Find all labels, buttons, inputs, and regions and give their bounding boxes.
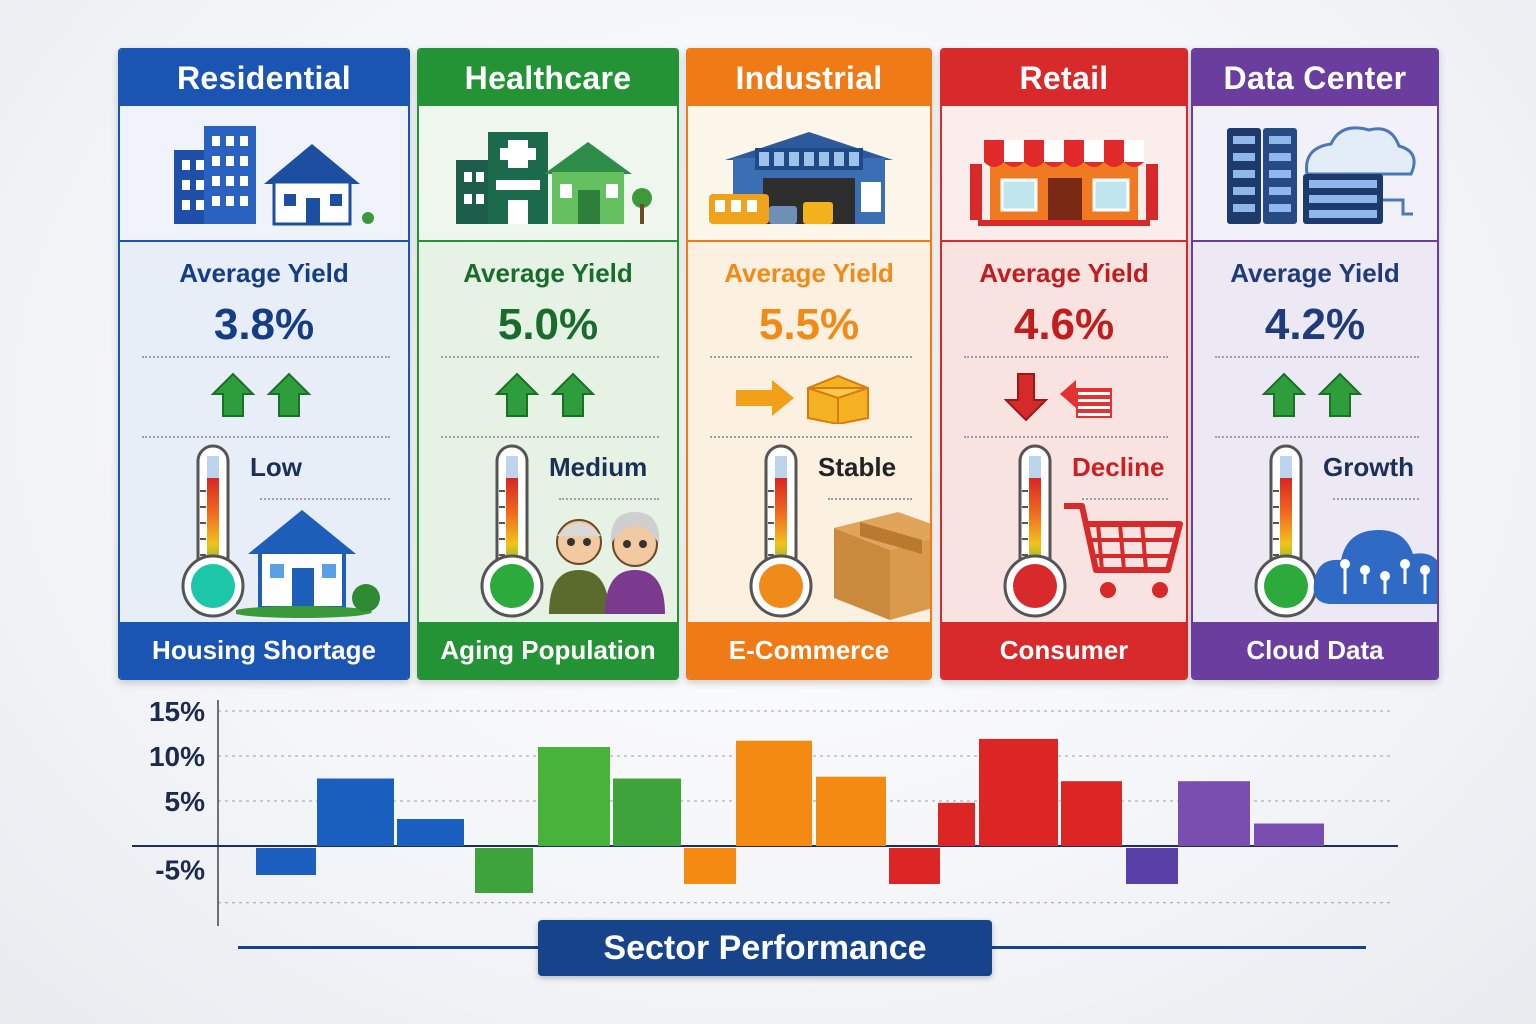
bar-residential-3 [397, 819, 464, 846]
average-yield-value: 4.2% [1264, 300, 1366, 349]
sector-driver: Aging Population [419, 622, 677, 678]
divider [964, 356, 1168, 358]
sector-card-data-center: Data Center Average Yield 4.2% Growth Cl… [1191, 48, 1439, 680]
market-status: Medium [549, 452, 648, 482]
bar-residential-2 [317, 778, 394, 846]
double-up-arrow-icon [1193, 372, 1437, 422]
bar-data-center-2 [1178, 781, 1250, 846]
thermometer-icon [1002, 444, 1068, 625]
average-yield-label: Average Yield [724, 258, 894, 288]
sector-name: Healthcare [419, 50, 677, 106]
divider [260, 498, 390, 500]
y-tick-label: 5% [165, 786, 206, 817]
divider [1215, 436, 1419, 438]
y-tick-label: -5% [155, 854, 205, 885]
warehouse-icon [688, 106, 930, 242]
bar-retail-1 [889, 848, 940, 884]
divider [559, 498, 659, 500]
bar-industrial-2 [736, 740, 812, 846]
bar-data-center-3 [1254, 823, 1324, 846]
divider [1215, 356, 1419, 358]
cardboard-box-icon [804, 494, 930, 629]
average-yield-label: Average Yield [179, 258, 349, 288]
bar-retail-4 [1061, 781, 1122, 846]
buildings-house-icon [120, 106, 408, 242]
chart-title: Sector Performance [538, 920, 992, 976]
double-up-arrow-icon [419, 372, 677, 422]
thermometer-icon [1253, 444, 1319, 625]
bar-data-center-1 [1126, 848, 1178, 884]
sector-card-retail: Retail Average Yield 4.6% Decline Consum… [940, 48, 1188, 680]
bar-healthcare-3 [613, 778, 681, 846]
market-status: Low [250, 452, 302, 482]
divider [710, 436, 912, 438]
divider [1082, 498, 1168, 500]
thermometer-icon [180, 444, 246, 625]
bar-retail-3 [979, 738, 1058, 846]
servers-cloud-icon [1193, 106, 1437, 242]
divider [964, 436, 1168, 438]
divider [710, 356, 912, 358]
thermometer-icon [748, 444, 814, 625]
market-status: Stable [818, 452, 897, 482]
sector-name: Data Center [1193, 50, 1437, 106]
hospital-icon [419, 106, 677, 242]
bar-industrial-3 [816, 776, 886, 846]
bar-residential-1 [256, 848, 316, 875]
title-underline-left [238, 946, 538, 949]
bar-healthcare-1 [475, 848, 533, 893]
average-yield-label: Average Yield [463, 258, 633, 288]
sector-card-healthcare: Healthcare Average Yield 5.0% Medium Agi… [417, 48, 679, 680]
divider [441, 436, 659, 438]
bar-healthcare-2 [538, 747, 610, 846]
market-status: Growth [1323, 452, 1414, 482]
sector-driver: Consumer Spending [942, 622, 1186, 678]
down-arrow-icon [942, 372, 1186, 422]
y-tick-label: 10% [149, 741, 205, 772]
sector-driver: E-Commerce [688, 622, 930, 678]
right-arrow-box-icon [688, 372, 930, 424]
bar-industrial-1 [684, 848, 736, 884]
sector-driver: Cloud Data [1193, 622, 1437, 678]
double-up-arrow-icon [120, 372, 408, 422]
divider [441, 356, 659, 358]
y-tick-label: 15% [149, 696, 205, 727]
sector-performance-chart: 15% 10% 5% -5% [132, 696, 1398, 926]
divider [828, 498, 912, 500]
sector-card-residential: Residential Average Yield 3.8% Low Housi… [118, 48, 410, 680]
sector-name: Industrial [688, 50, 930, 106]
divider [142, 356, 390, 358]
house-icon [232, 494, 386, 629]
sector-driver: Housing Shortage [120, 622, 408, 678]
bar-retail-2 [938, 802, 975, 846]
divider [1333, 498, 1419, 500]
market-status: Decline [1072, 452, 1165, 482]
thermometer-icon [479, 444, 545, 625]
average-yield-label: Average Yield [979, 258, 1149, 288]
average-yield-value: 5.5% [758, 300, 860, 349]
average-yield-label: Average Yield [1230, 258, 1400, 288]
elderly-couple-icon [535, 494, 677, 629]
storefront-icon [942, 106, 1186, 242]
average-yield-value: 4.6% [1013, 300, 1115, 349]
divider [142, 436, 390, 438]
sector-name: Retail [942, 50, 1186, 106]
average-yield-value: 3.8% [213, 300, 315, 349]
title-underline-right [992, 946, 1366, 949]
sector-card-industrial: Industrial Average Yield 5.5% Stable E-C… [686, 48, 932, 680]
average-yield-value: 5.0% [497, 300, 599, 349]
shopping-cart-icon [1058, 494, 1186, 629]
cloud-network-icon [1309, 494, 1437, 629]
sector-name: Residential [120, 50, 408, 106]
